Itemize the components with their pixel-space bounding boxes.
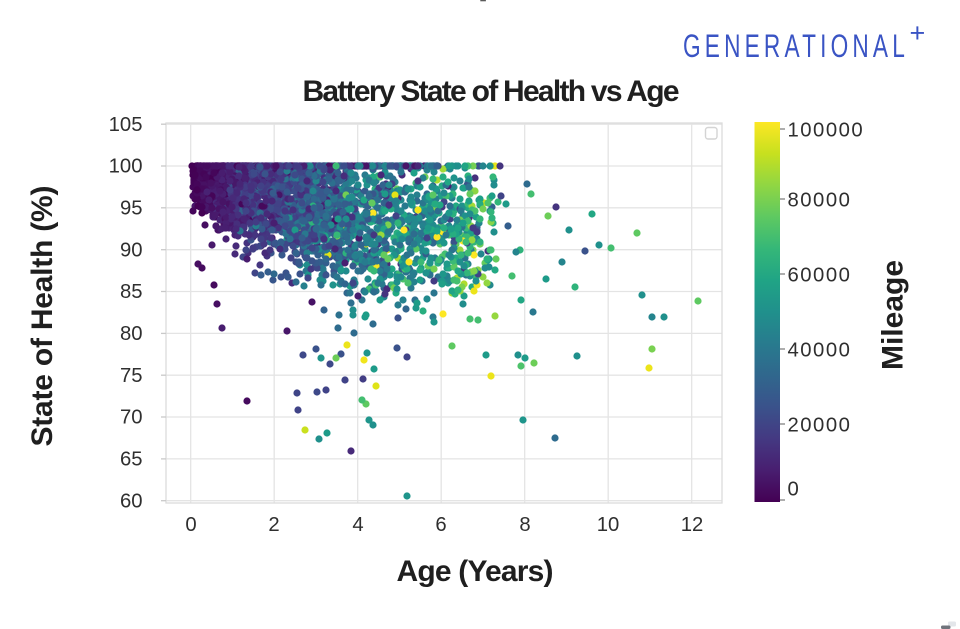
svg-text:Battery State of Health vs Age: Battery State of Health vs Age: [303, 75, 680, 108]
svg-text:60000: 60000: [788, 264, 852, 286]
svg-text:0: 0: [185, 514, 196, 536]
svg-text:60: 60: [120, 490, 143, 512]
svg-text:8: 8: [519, 514, 530, 536]
svg-text:100000: 100000: [788, 119, 865, 141]
svg-text:70: 70: [120, 407, 143, 429]
svg-text:95: 95: [120, 197, 143, 219]
svg-text:Age (Years): Age (Years): [397, 555, 554, 588]
svg-text:100: 100: [109, 156, 143, 178]
svg-text:Mileage: Mileage: [877, 260, 910, 370]
svg-text:65: 65: [120, 449, 143, 471]
svg-text:4: 4: [352, 514, 363, 536]
svg-text:80000: 80000: [788, 189, 852, 211]
svg-text:6: 6: [435, 514, 446, 536]
svg-text:12: 12: [681, 514, 704, 536]
svg-text:105: 105: [109, 114, 143, 136]
svg-text:90: 90: [120, 239, 143, 261]
svg-text:85: 85: [120, 281, 143, 303]
svg-text:0: 0: [788, 478, 801, 500]
svg-text:40000: 40000: [788, 339, 852, 361]
svg-text:2: 2: [268, 514, 279, 536]
svg-text:75: 75: [120, 365, 143, 387]
svg-text:10: 10: [597, 514, 620, 536]
svg-text:State of Health (%): State of Health (%): [26, 186, 59, 447]
svg-text:80: 80: [120, 323, 143, 345]
svg-text:GENERATIONAL: GENERATIONAL: [683, 28, 909, 64]
svg-text:20000: 20000: [788, 414, 852, 436]
svg-text:+: +: [910, 18, 926, 48]
